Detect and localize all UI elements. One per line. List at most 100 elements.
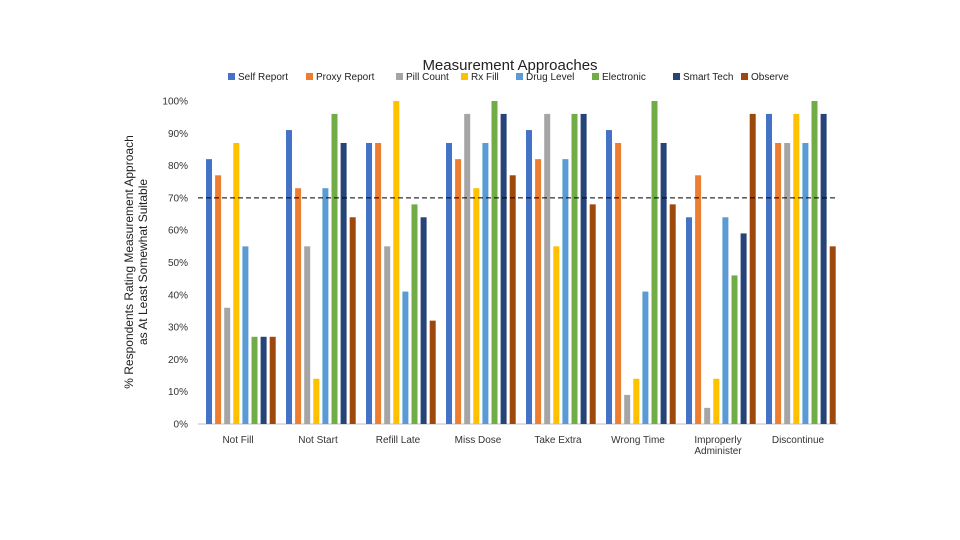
bar — [740, 233, 747, 424]
y-tick-label: 40% — [168, 290, 188, 301]
legend-swatch — [592, 73, 599, 80]
x-tick-label: Discontinue — [772, 435, 825, 446]
legend-label: Observe — [751, 72, 789, 83]
bar — [251, 336, 258, 424]
bar — [704, 407, 711, 424]
legend-swatch — [741, 73, 748, 80]
y-tick-label: 20% — [168, 355, 188, 366]
bar — [322, 188, 329, 424]
bar — [544, 113, 551, 425]
y-tick-label: 70% — [168, 193, 188, 204]
bar — [633, 378, 640, 424]
bar — [775, 142, 782, 425]
bar — [731, 275, 738, 424]
y-tick-label: 90% — [168, 129, 188, 140]
y-axis-label-line-2: as At Least Somewhat Suitable — [136, 179, 150, 345]
bar — [384, 246, 391, 424]
bar — [553, 246, 560, 424]
x-tick-label: Wrong Time — [611, 435, 665, 446]
bar — [233, 142, 240, 425]
bar — [215, 175, 222, 424]
bar — [420, 217, 427, 424]
bar — [482, 142, 489, 425]
legend-swatch — [461, 73, 468, 80]
y-tick-label: 10% — [168, 387, 188, 398]
bar — [793, 113, 800, 425]
x-tick-label: Refill Late — [376, 435, 421, 446]
bar — [660, 142, 667, 425]
legend-swatch — [228, 73, 235, 80]
bar — [651, 101, 658, 424]
legend-label: Self Report — [238, 72, 288, 83]
bar — [713, 378, 720, 424]
bar — [402, 291, 409, 424]
bar — [349, 217, 356, 424]
y-tick-label: 80% — [168, 161, 188, 172]
bar — [580, 113, 587, 425]
legend-label: Drug Level — [526, 72, 574, 83]
bar — [464, 113, 471, 425]
x-axis: Not Fill Not Start Refill Late Miss Dose Tak… — [222, 435, 824, 457]
x-tick-label: Improperly Administer — [694, 435, 742, 457]
bar — [224, 307, 231, 424]
bar — [269, 336, 276, 424]
bar — [669, 204, 676, 424]
bar — [784, 142, 791, 425]
bar — [695, 175, 702, 424]
bar — [313, 378, 320, 424]
bar — [375, 142, 382, 425]
y-tick-label: 100% — [162, 97, 188, 108]
bar — [820, 113, 827, 425]
y-tick-label: 30% — [168, 323, 188, 334]
chart-title: Measurement Approaches — [422, 57, 597, 74]
legend-label: Proxy Report — [316, 72, 375, 83]
y-tick-label: 0% — [174, 420, 189, 431]
bar — [535, 159, 542, 424]
bar — [446, 142, 452, 425]
bar — [393, 101, 400, 424]
bar — [429, 320, 436, 424]
legend-swatch — [396, 73, 403, 80]
bar — [295, 188, 302, 424]
bar — [624, 394, 631, 424]
bar — [615, 142, 622, 425]
bar — [749, 113, 756, 425]
y-tick-label: 60% — [168, 226, 188, 237]
bar — [473, 188, 480, 424]
y-tick-label: 50% — [168, 258, 188, 269]
x-tick-label: Not Start — [298, 435, 338, 446]
legend-label: Electronic — [602, 72, 646, 83]
bar — [500, 113, 507, 425]
legend-swatch — [306, 73, 313, 80]
bar — [366, 142, 372, 425]
bar — [642, 291, 649, 424]
x-tick-label: Miss Dose — [455, 435, 502, 446]
bar — [766, 113, 772, 425]
legend-label: Smart Tech — [683, 72, 733, 83]
bar — [811, 101, 818, 424]
bar — [455, 159, 462, 424]
bar — [242, 246, 249, 424]
bar — [686, 217, 692, 424]
bars — [206, 101, 836, 425]
bar — [331, 113, 338, 425]
bar — [260, 336, 267, 424]
bar — [340, 142, 347, 425]
bar — [304, 246, 311, 424]
bar — [829, 246, 836, 424]
y-axis-label: % Respondents Rating Measurement Approac… — [122, 135, 150, 388]
legend-label: Rx Fill — [471, 72, 499, 83]
legend-label: Pill Count — [406, 72, 449, 83]
bar — [589, 204, 596, 424]
bar — [722, 217, 729, 424]
bar — [206, 159, 212, 424]
bar — [411, 204, 418, 424]
bar — [491, 101, 498, 424]
bar — [509, 175, 516, 424]
x-tick-label: Not Fill — [222, 435, 253, 446]
y-axis-label-line-1: % Respondents Rating Measurement Approac… — [122, 135, 136, 388]
bar — [606, 130, 612, 424]
bar — [802, 142, 809, 425]
legend: Self Report Proxy Report Pill Count Rx Fill… — [228, 72, 789, 83]
